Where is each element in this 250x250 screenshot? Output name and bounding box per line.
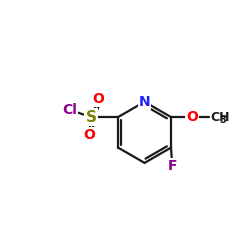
Text: O: O (186, 110, 198, 124)
Text: 3: 3 (220, 115, 226, 125)
Text: CH: CH (210, 110, 230, 124)
Text: Cl: Cl (62, 103, 77, 117)
Text: F: F (168, 159, 177, 173)
Text: O: O (83, 128, 95, 142)
Text: S: S (86, 110, 97, 124)
Text: O: O (92, 92, 104, 106)
Text: N: N (139, 95, 150, 109)
